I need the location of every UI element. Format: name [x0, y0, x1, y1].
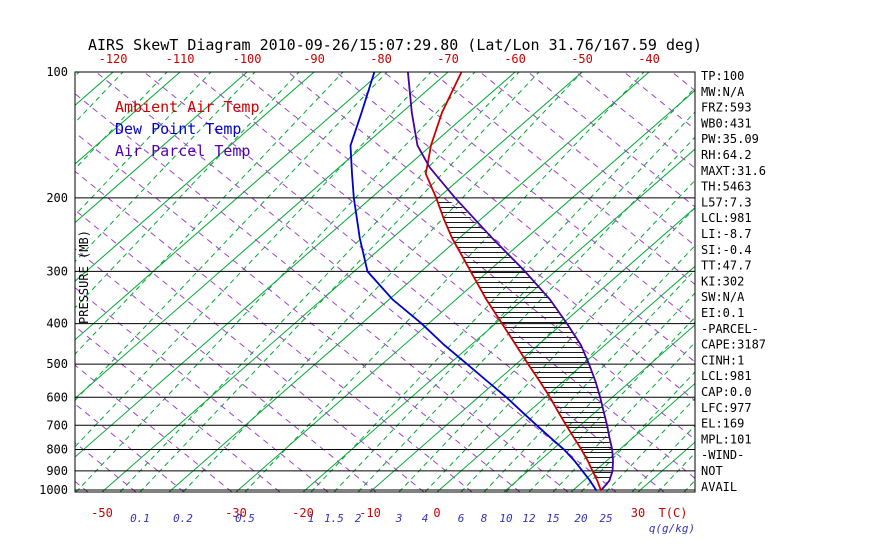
stat-line: EI:0.1 [701, 306, 744, 320]
mixing-ratio-tick-label: 25 [599, 512, 612, 525]
mixing-ratio-tick-label: 20 [574, 512, 588, 525]
legend-air-parcel-temp: Air Parcel Temp [115, 142, 250, 160]
pressure-tick-label: 600 [46, 390, 68, 404]
bottom-temp-tick-label: -10 [359, 506, 381, 520]
pressure-axis-label: PRESSURE (MB) [77, 230, 91, 324]
mixing-ratio-unit-label: q(g/kg) [649, 522, 695, 535]
stat-line: CINH:1 [701, 353, 744, 367]
stat-line: CAPE:3187 [701, 338, 766, 352]
stat-line: SI:-0.4 [701, 243, 752, 257]
mixing-ratio-tick-label: 1.5 [324, 512, 344, 525]
mixing-ratio-tick-label: 6 [458, 512, 465, 525]
pressure-tick-label: 200 [46, 191, 68, 205]
stat-line: RH:64.2 [701, 148, 752, 162]
stat-line: TT:47.7 [701, 259, 752, 273]
pressure-tick-label: 900 [46, 464, 68, 478]
stat-line: LCL:981 [701, 369, 752, 383]
ambient-air-temp-curve [424, 72, 602, 492]
stat-line: KI:302 [701, 274, 744, 288]
pressure-tick-label: 400 [46, 317, 68, 331]
top-temp-tick-label: -40 [638, 52, 660, 66]
stat-line: TP:100 [701, 69, 744, 83]
temp-unit-label: T(C) [659, 506, 688, 520]
stat-line: WB0:431 [701, 116, 752, 130]
mixing-ratio-tick-label: 0.1 [130, 512, 150, 525]
bottom-temp-tick-label: -50 [91, 506, 113, 520]
stat-line: MAXT:31.6 [701, 164, 766, 178]
pressure-tick-label: 500 [46, 357, 68, 371]
pressure-tick-label: 1000 [39, 483, 68, 497]
stat-line: FRZ:593 [701, 101, 752, 115]
stat-line: TH:5463 [701, 180, 752, 194]
legend-ambient-air-temp: Ambient Air Temp [115, 98, 260, 116]
bottom-temp-tick-label: -30 [225, 506, 247, 520]
mixing-ratio-tick-label: 1 [308, 512, 315, 525]
pressure-tick-label: 100 [46, 65, 68, 79]
air-parcel-temp-curve [407, 72, 614, 491]
pressure-tick-label: 700 [46, 418, 68, 432]
mixing-ratio-tick-label: 2 [355, 512, 362, 525]
bottom-temp-tick-label: 30 [631, 506, 645, 520]
mixing-ratio-tick-label: 0.5 [235, 512, 255, 525]
stat-line: LI:-8.7 [701, 227, 752, 241]
stat-line: PW:35.09 [701, 132, 759, 146]
top-temp-tick-label: -80 [370, 52, 392, 66]
bottom-temp-tick-label: -20 [292, 506, 314, 520]
dew-point-temp-curve [349, 72, 598, 492]
stat-line: LCL:981 [701, 211, 752, 225]
stat-line: SW:N/A [701, 290, 745, 304]
stat-line: L57:7.3 [701, 195, 752, 209]
top-temp-tick-label: -50 [571, 52, 593, 66]
legend-dew-point-temp: Dew Point Temp [115, 120, 241, 138]
mixing-ratio-tick-label: 4 [422, 512, 429, 525]
cape-hatch-area [434, 195, 613, 483]
stat-line: NOT [701, 464, 723, 478]
mixing-ratio-tick-label: 10 [499, 512, 513, 525]
dry-adiabat-lines [75, 72, 695, 492]
mixing-ratio-tick-label: 0.2 [173, 512, 193, 525]
stat-line: CAP:0.0 [701, 385, 752, 399]
stat-line: -WIND- [701, 448, 744, 462]
mixing-ratio-tick-label: 8 [481, 512, 488, 525]
mixing-ratio-tick-label: 15 [546, 512, 559, 525]
top-temp-tick-label: -60 [504, 52, 526, 66]
stat-line: AVAIL [701, 480, 737, 494]
top-temp-tick-label: -70 [437, 52, 459, 66]
stat-line: MPL:101 [701, 432, 752, 446]
chart-title: AIRS SkewT Diagram 2010-09-26/15:07:29.8… [88, 36, 703, 54]
mixing-ratio-tick-label: 3 [395, 512, 403, 525]
top-temp-tick-label: -110 [166, 52, 195, 66]
top-temp-tick-label: -100 [233, 52, 262, 66]
top-temp-tick-label: -120 [99, 52, 128, 66]
plot-border [74, 71, 696, 493]
pressure-tick-label: 300 [46, 264, 68, 278]
bottom-temp-tick-label: 0 [433, 506, 440, 520]
mixing-ratio-tick-label: 12 [522, 512, 536, 525]
stat-line: LFC:977 [701, 401, 752, 415]
top-temp-tick-label: -90 [303, 52, 325, 66]
stat-line: -PARCEL- [701, 322, 759, 336]
stat-line: MW:N/A [701, 85, 745, 99]
pressure-tick-label: 800 [46, 442, 68, 456]
stat-line: EL:169 [701, 417, 744, 431]
